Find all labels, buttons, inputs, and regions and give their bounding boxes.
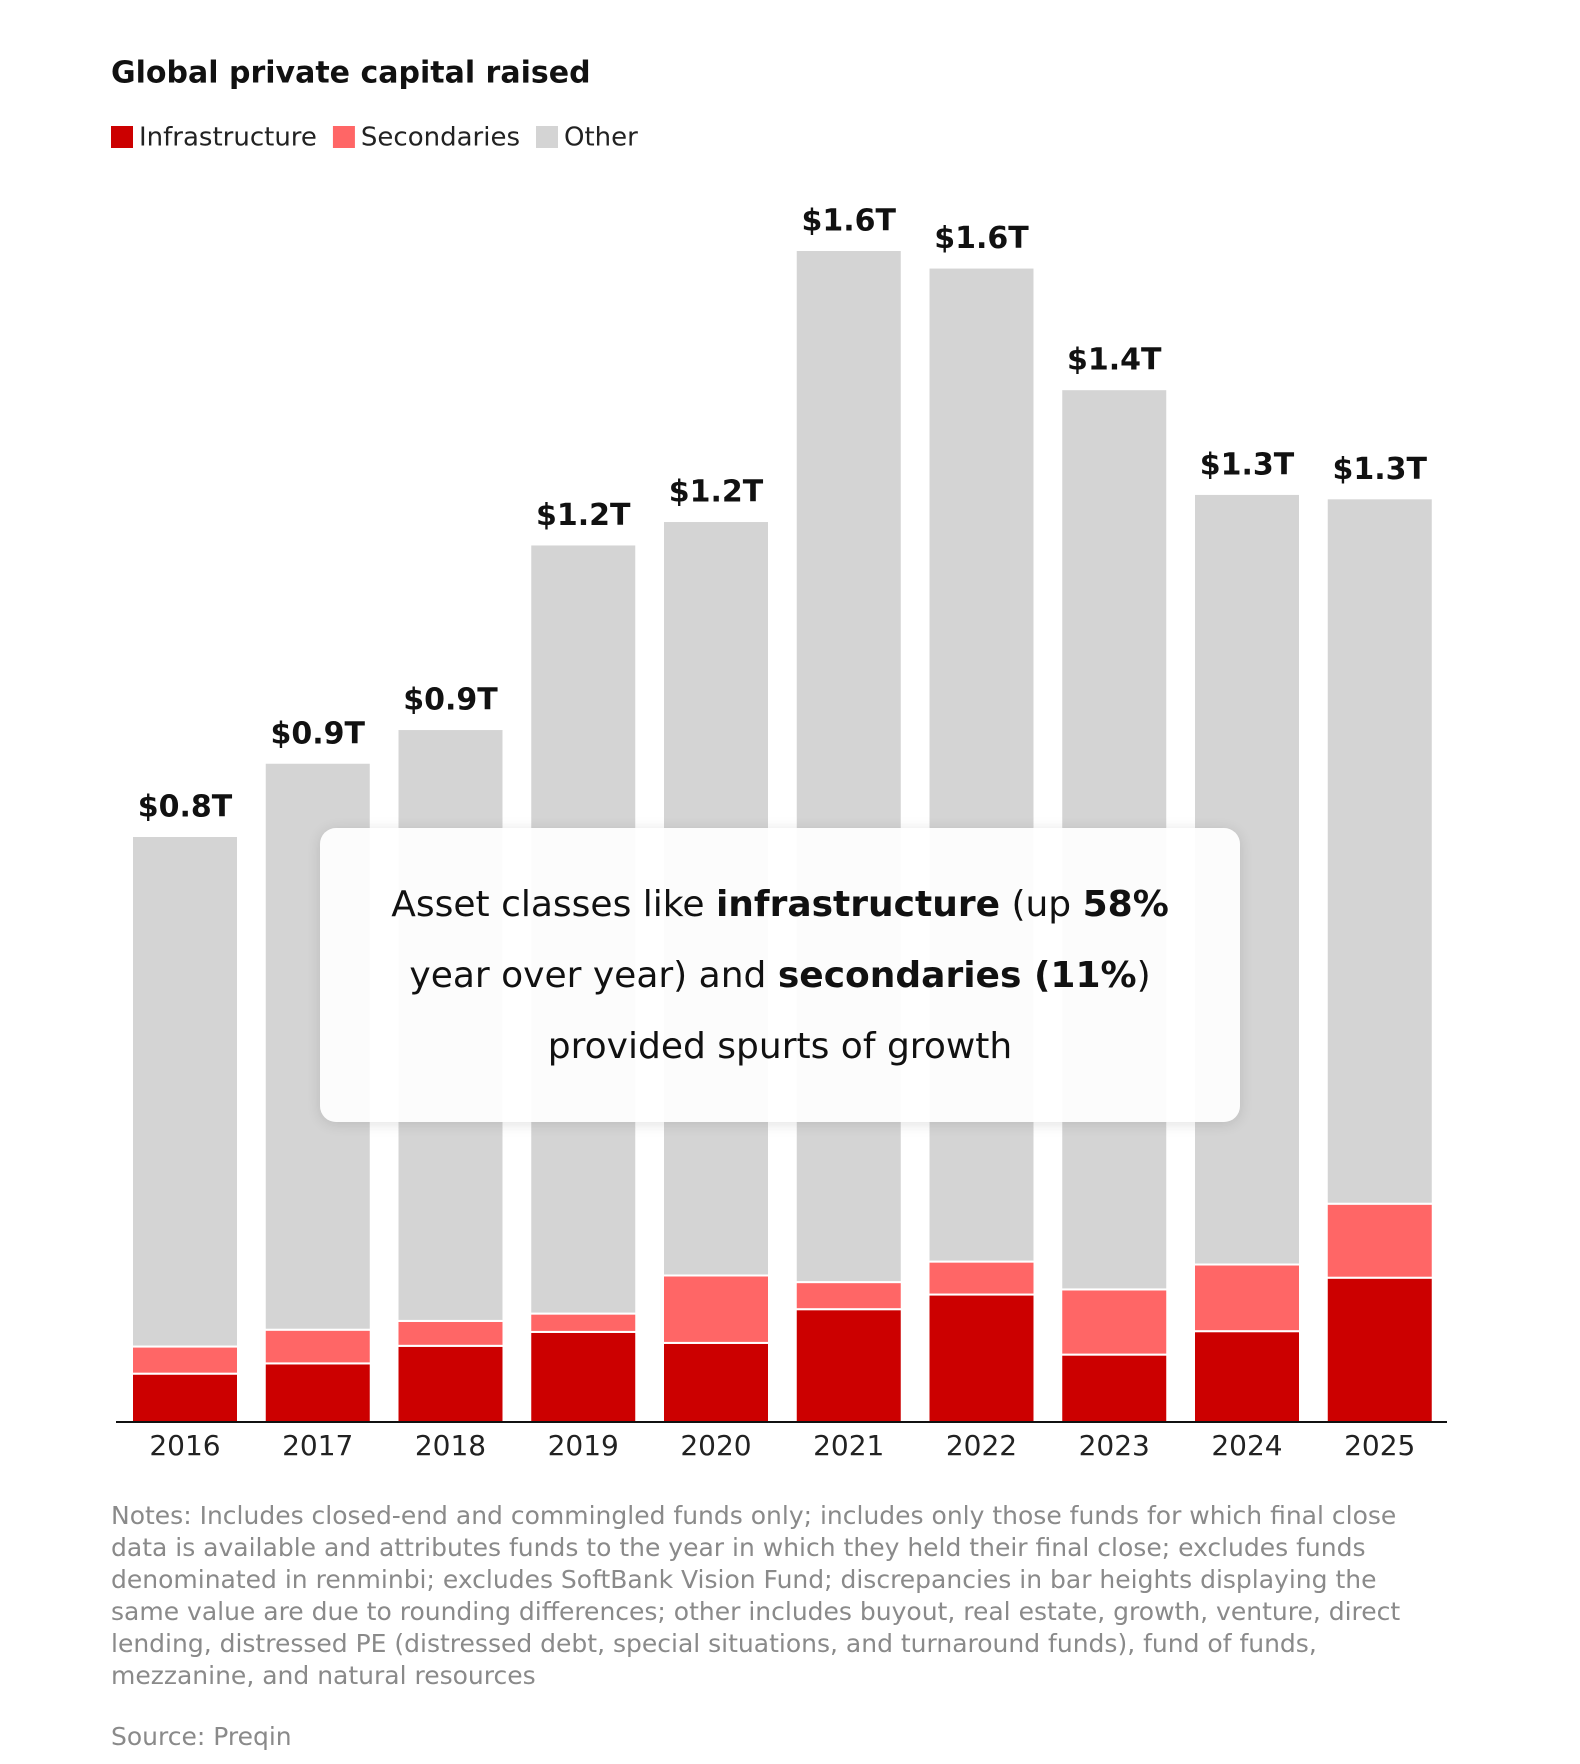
bar-segment — [263, 1362, 372, 1424]
legend-label: Infrastructure — [139, 123, 317, 153]
x-tick-label: 2020 — [680, 1429, 751, 1462]
bar-segment — [529, 1330, 638, 1423]
x-tick-label: 2025 — [1344, 1429, 1415, 1462]
total-label: $0.9T — [271, 716, 366, 751]
bar-segment — [131, 1372, 239, 1424]
annotation: Asset classes like infrastructure (up 58… — [320, 828, 1240, 1122]
legend-label: Other — [564, 123, 638, 153]
bar-segment — [794, 1281, 903, 1311]
annotation-line: year over year) and secondaries (11%) — [409, 940, 1150, 1011]
total-label: $1.2T — [669, 475, 764, 510]
bar-segment — [396, 1319, 505, 1347]
bar-segment — [263, 1328, 372, 1365]
bar-segment — [1325, 1202, 1434, 1279]
bar-segment — [927, 1260, 1036, 1296]
x-tick-label: 2024 — [1211, 1429, 1282, 1462]
x-tick-label: 2017 — [282, 1429, 353, 1462]
bar-segment — [396, 1344, 505, 1423]
bar-segment — [131, 1345, 239, 1375]
legend-label: Secondaries — [361, 123, 520, 153]
legend-swatch — [332, 126, 355, 148]
chart: Global private capital raised Infrastruc… — [111, 56, 1447, 1462]
x-tick-label: 2016 — [149, 1429, 220, 1462]
legend-swatch — [111, 126, 133, 148]
bar-segment — [927, 1293, 1036, 1424]
bar-segment — [1193, 1263, 1301, 1333]
total-label: $1.6T — [934, 221, 1029, 256]
annotation-text: 58% — [1082, 883, 1169, 925]
annotation-text: year over year) and — [409, 954, 778, 996]
bar-segment — [1060, 1353, 1169, 1423]
bar-segment — [131, 835, 239, 1348]
x-tick-label: 2018 — [415, 1429, 486, 1462]
x-tick-label: 2023 — [1079, 1429, 1150, 1462]
source: Source: Preqin — [111, 1722, 292, 1751]
bar-segment — [1325, 497, 1434, 1205]
bar-segment — [1325, 1276, 1434, 1424]
annotation-text: provided spurts of growth — [547, 1025, 1013, 1067]
chart-title: Global private capital raised — [111, 56, 591, 91]
total-label: $1.3T — [1200, 447, 1295, 482]
annotation-line: Asset classes like infrastructure (up 58… — [391, 869, 1169, 940]
legend-swatch — [536, 126, 558, 148]
annotation-text: (up — [1000, 883, 1083, 925]
bar-segment — [529, 1312, 638, 1333]
annotation-text: secondaries (11% — [777, 954, 1137, 996]
bar-segment — [794, 249, 903, 1284]
bar-segment — [1060, 1288, 1169, 1356]
bar-segment — [794, 1308, 903, 1423]
total-label: $0.9T — [403, 683, 498, 718]
bar-segment — [1193, 1330, 1301, 1424]
total-label: $1.4T — [1067, 343, 1162, 378]
total-label: $0.8T — [138, 790, 233, 825]
total-label: $1.2T — [536, 498, 631, 533]
bar-segment — [662, 1341, 770, 1424]
notes: Notes: Includes closed-end and commingle… — [111, 1501, 1401, 1690]
total-label: $1.3T — [1333, 452, 1428, 487]
annotation-text: ) — [1136, 954, 1151, 996]
x-tick-label: 2019 — [548, 1429, 619, 1462]
total-label: $1.6T — [802, 204, 897, 239]
x-tick-label: 2021 — [813, 1429, 884, 1462]
bar-segment — [662, 1274, 770, 1344]
annotation-text: Asset classes like — [391, 883, 716, 925]
x-tick-label: 2022 — [946, 1429, 1017, 1462]
annotation-text: infrastructure — [715, 883, 1000, 925]
annotation-line: provided spurts of growth — [548, 1011, 1012, 1082]
